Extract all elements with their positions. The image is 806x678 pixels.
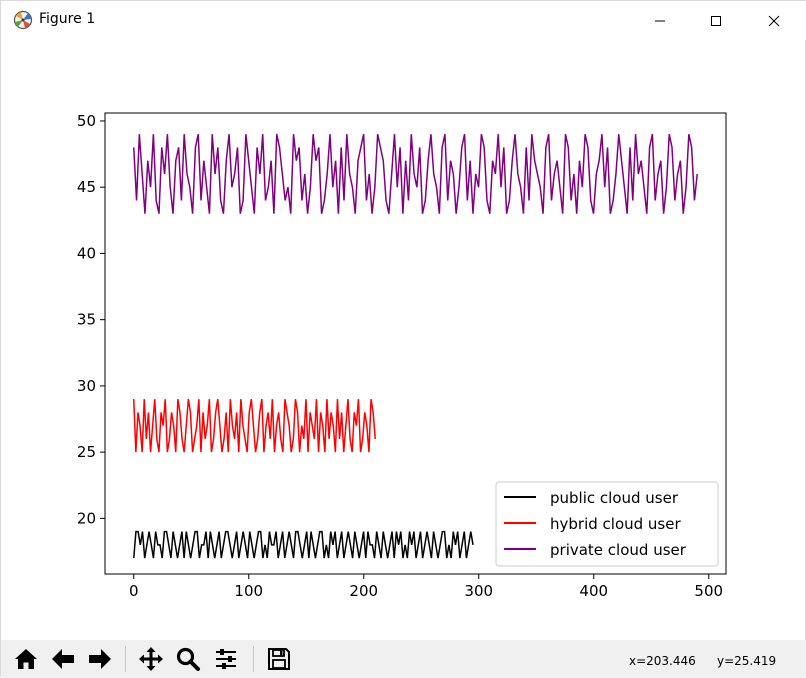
back-button[interactable]: [48, 644, 78, 674]
legend-label: hybrid cloud user: [550, 515, 681, 533]
toolbar-separator: [253, 646, 254, 672]
x-coordinate-readout: x=203.446: [629, 654, 696, 668]
x-tick-label: 200: [349, 582, 378, 600]
window-title: Figure 1: [39, 11, 96, 27]
minimize-icon: [655, 20, 665, 21]
y-tick-label: 40: [77, 244, 96, 262]
x-tick-label: 500: [694, 582, 723, 600]
save-icon: [268, 648, 290, 670]
save-button[interactable]: [264, 644, 294, 674]
home-button[interactable]: [11, 644, 41, 674]
x-tick-label: 400: [579, 582, 608, 600]
maximize-icon: [711, 15, 721, 26]
y-tick-label: 30: [77, 377, 96, 395]
configure-subplots-icon: [216, 649, 236, 669]
home-icon: [15, 649, 37, 669]
y-tick-label: 20: [77, 509, 96, 527]
figure-canvas[interactable]: 0 100 200 300 400 500 20 25 30 35 40 45 50 public cl…: [1, 40, 806, 640]
close-icon: [768, 15, 780, 26]
back-arrow-icon: [52, 649, 74, 669]
pan-button[interactable]: [136, 644, 166, 674]
x-tick-label: 100: [234, 582, 263, 600]
y-tick-label: 50: [77, 112, 96, 130]
maximize-button[interactable]: [687, 1, 745, 40]
y-coordinate-readout: y=25.419: [717, 654, 777, 668]
axes-frame: [104, 112, 727, 575]
configure-subplots-button[interactable]: [211, 644, 241, 674]
line-chart[interactable]: 0 100 200 300 400 500 20 25 30 35 40 45 50 public cl…: [1, 40, 806, 640]
forward-arrow-icon: [89, 649, 111, 669]
forward-button[interactable]: [85, 644, 115, 674]
x-tick-label: 0: [129, 582, 139, 600]
series-line-1: [133, 399, 376, 453]
zoom-button[interactable]: [173, 644, 203, 674]
zoom-icon: [176, 647, 200, 671]
legend-label: public cloud user: [550, 489, 679, 507]
matplotlib-logo-icon: [13, 10, 33, 30]
navigation-toolbar: x=203.446 y=25.419: [1, 640, 806, 678]
series-line-0: [133, 530, 474, 559]
y-tick-label: 35: [77, 311, 96, 329]
pan-icon: [139, 647, 163, 671]
legend-label: private cloud user: [550, 541, 687, 559]
x-tick-label: 300: [464, 582, 493, 600]
y-tick-label: 25: [77, 443, 96, 461]
toolbar-separator: [125, 646, 126, 672]
close-button[interactable]: [745, 1, 803, 40]
y-tick-label: 45: [77, 178, 96, 196]
minimize-button[interactable]: [631, 1, 689, 40]
series-line-2: [133, 134, 698, 214]
legend-box: [495, 481, 719, 567]
title-bar[interactable]: Figure 1: [1, 1, 806, 40]
